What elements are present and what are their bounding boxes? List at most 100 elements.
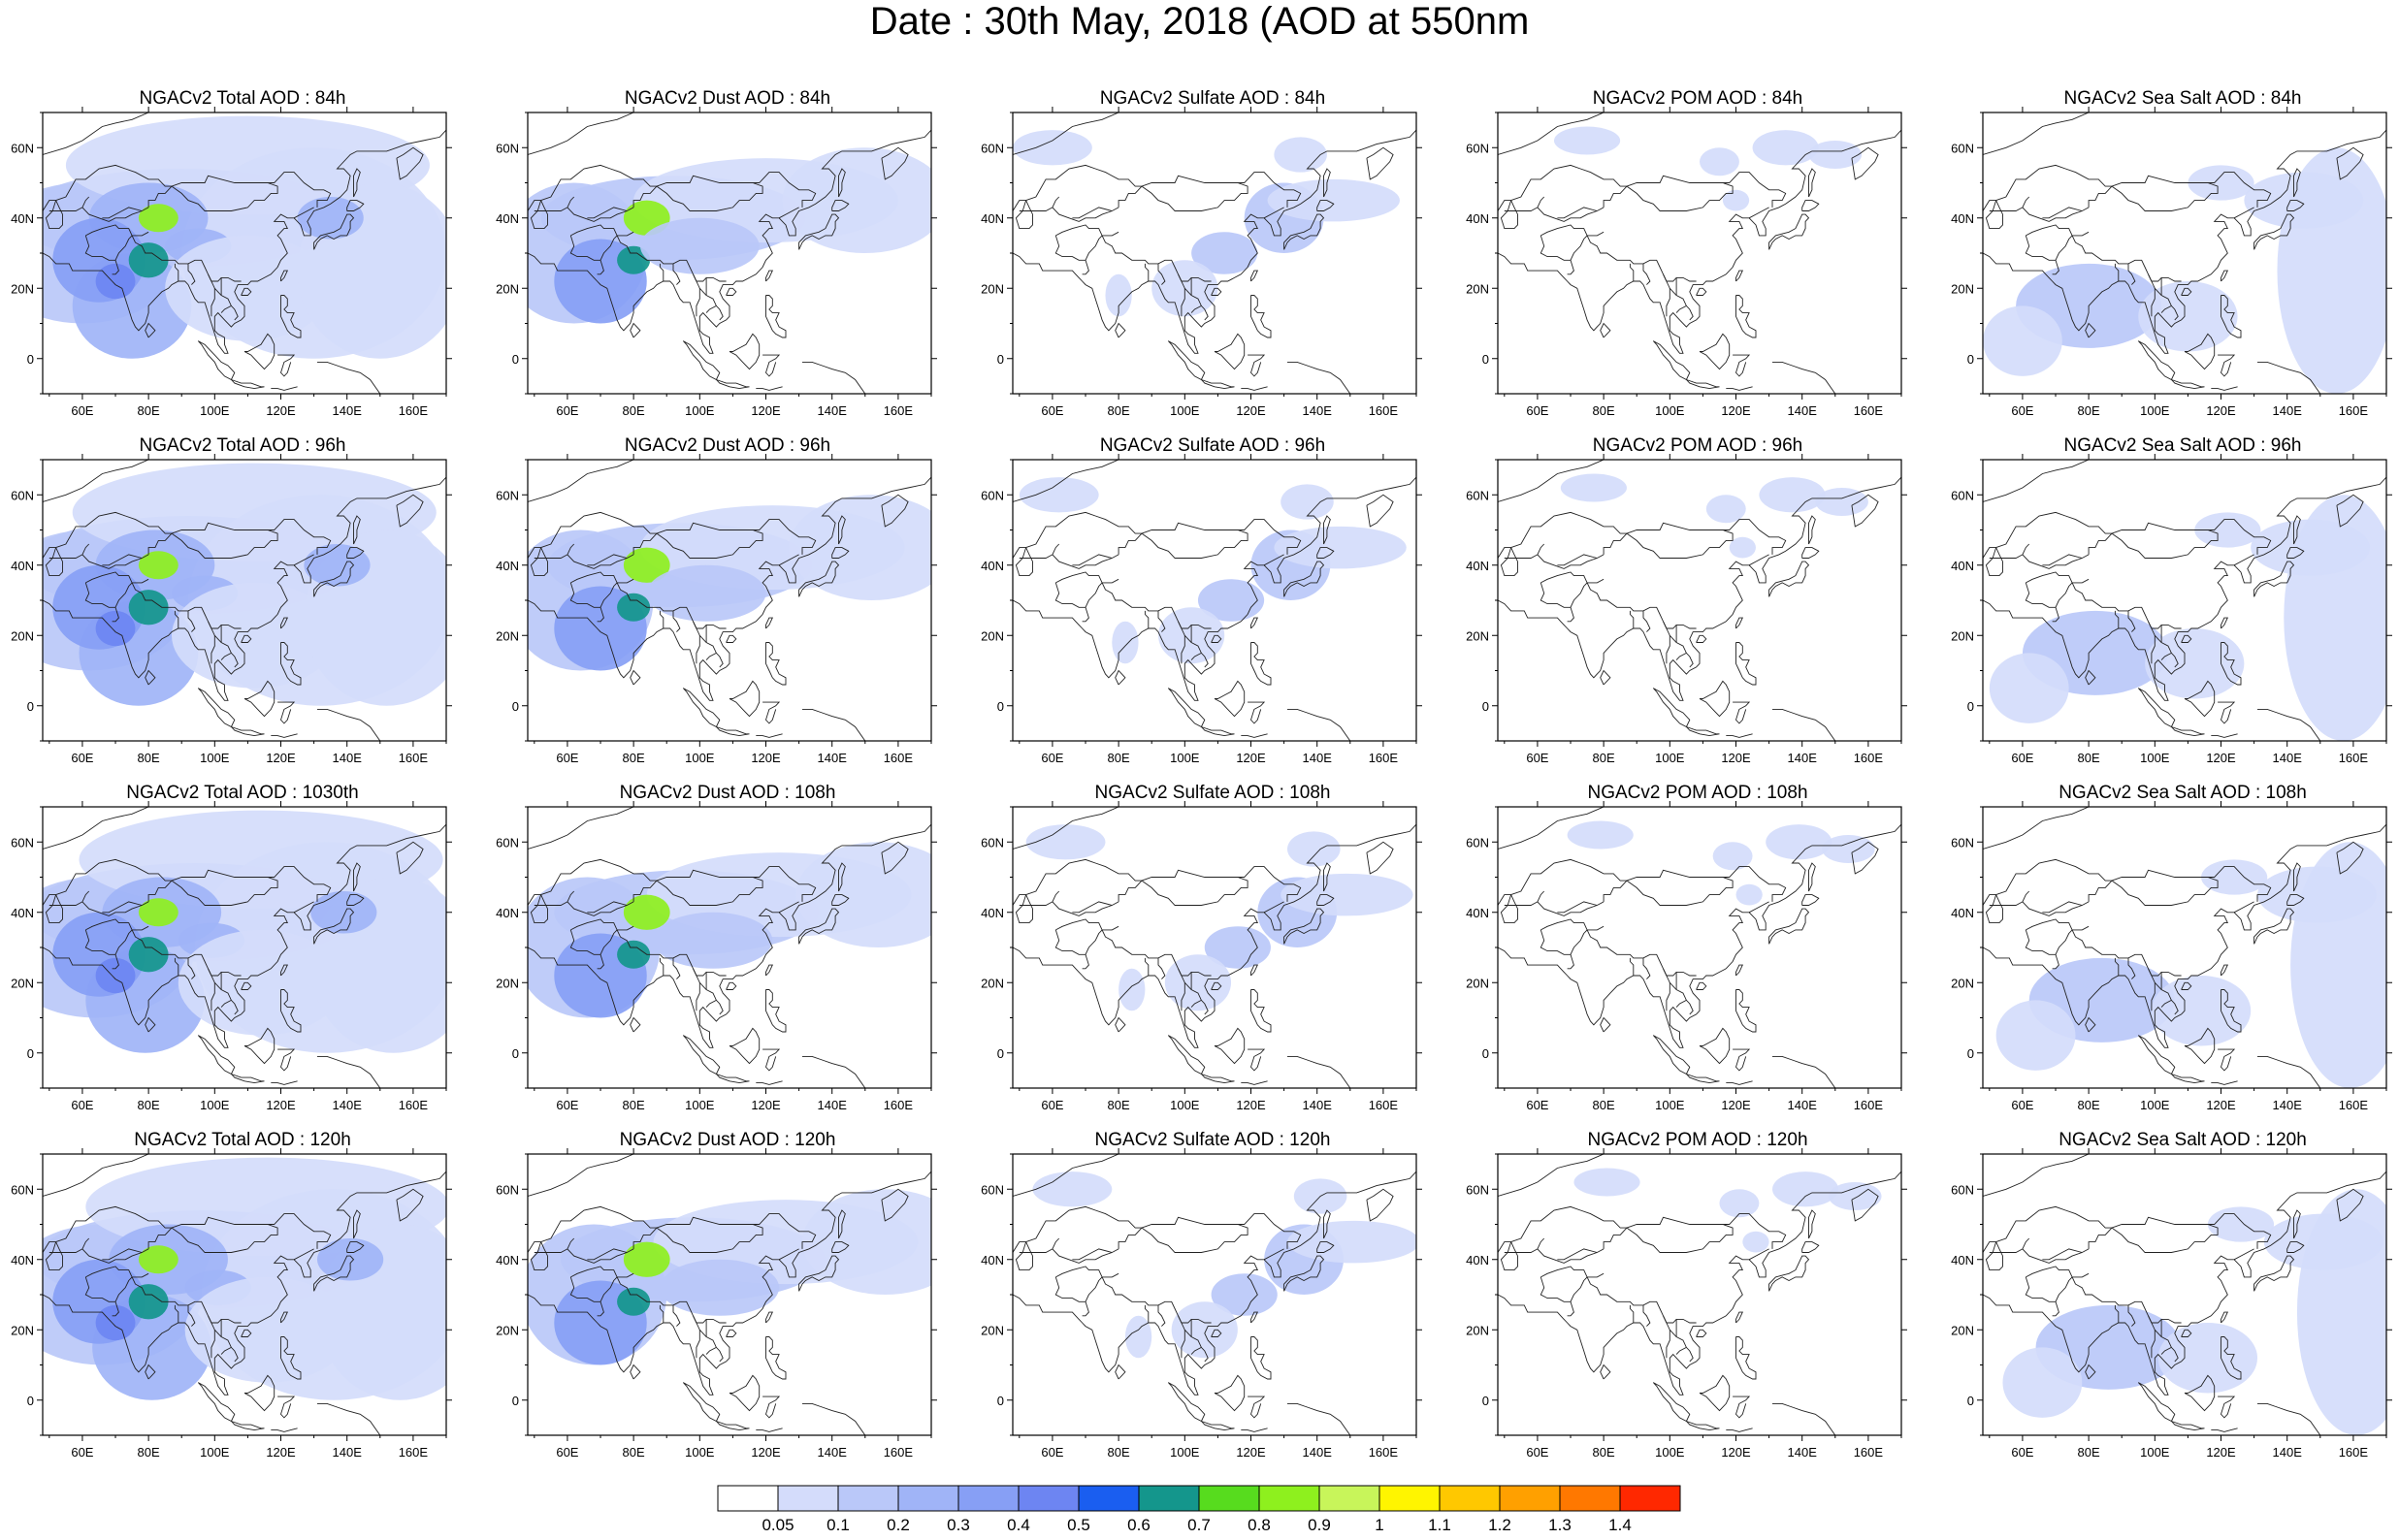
aod-contour: [802, 1189, 931, 1295]
lon-tick-label: 80E: [1593, 1445, 1615, 1460]
map-panel-sulfate: NGACv2 Sulfate AOD : 108h 60E 80E 100E 120E 1…: [970, 782, 1426, 1112]
lon-tick-label: 140E: [333, 1445, 363, 1460]
aod-contour: [1983, 305, 2062, 376]
aod-contour: [623, 547, 670, 583]
colorbar-label: 0.7: [1187, 1516, 1211, 1534]
map-plot: 60E 80E 100E 120E 140E 160E 60N 40N 20N 0: [11, 801, 452, 1112]
lat-tick-label: 0: [1967, 699, 1974, 714]
aod-contour: [2263, 1213, 2383, 1270]
lat-tick-label: 40N: [11, 559, 34, 573]
aod-contour: [1989, 653, 2069, 723]
lon-tick-label: 60E: [1526, 1098, 1548, 1112]
aod-contour: [1735, 883, 1763, 906]
lat-tick-label: 60N: [1466, 141, 1489, 155]
lon-tick-label: 160E: [2339, 1098, 2369, 1112]
lon-tick-label: 140E: [1788, 1098, 1818, 1112]
lon-tick-label: 100E: [200, 1445, 230, 1460]
lon-tick-label: 120E: [1721, 1098, 1751, 1112]
map-panel-dust: NGACv2 Dust AOD : 108h 60E 80E 100E 120E 140E…: [485, 782, 941, 1112]
aod-contour: [639, 217, 760, 274]
lon-tick-label: 160E: [399, 403, 429, 418]
aod-contour: [128, 242, 169, 278]
lat-tick-label: 40N: [1951, 211, 1974, 226]
aod-contour: [1281, 873, 1413, 916]
lon-tick-label: 80E: [623, 751, 645, 765]
lat-tick-label: 0: [1482, 1394, 1489, 1408]
lat-tick-label: 40N: [496, 906, 519, 920]
lat-tick-label: 40N: [496, 559, 519, 573]
map-panel-dust: NGACv2 Dust AOD : 96h 60E 80E 100E 120E 140E 1…: [485, 434, 941, 765]
aod-field: [1498, 807, 1901, 1088]
colorbar-swatch: [1138, 1485, 1200, 1512]
aod-contour: [1124, 1315, 1152, 1359]
aod-contour: [1287, 1220, 1416, 1264]
map-plot: 60E 80E 100E 120E 140E 160E 60N 40N 20N 0: [1466, 801, 1907, 1112]
colorbar-label: 0.6: [1127, 1516, 1151, 1534]
map-plot: 60E 80E 100E 120E 140E 160E 60N 40N 20N 0: [1951, 107, 2392, 418]
coastlines: [528, 460, 931, 741]
lat-tick-label: 20N: [1951, 976, 1974, 990]
lon-tick-label: 120E: [2206, 751, 2236, 765]
aod-field: [1498, 112, 1901, 394]
lat-tick-label: 0: [27, 1046, 34, 1061]
aod-contour: [1553, 126, 1621, 155]
colorbar-swatch: [1198, 1485, 1260, 1512]
lon-tick-label: 60E: [1526, 751, 1548, 765]
lon-tick-label: 120E: [2206, 1098, 2236, 1112]
lon-tick-label: 80E: [1108, 403, 1130, 418]
aod-contour: [2188, 165, 2254, 201]
aod-contour: [128, 1284, 169, 1320]
lat-tick-label: 0: [1967, 1046, 1974, 1061]
aod-field: [1983, 807, 2386, 1088]
colorbar-label: 0.4: [1007, 1516, 1030, 1534]
aod-contour: [1197, 579, 1265, 622]
aod-contour: [623, 894, 670, 930]
aod-colorbar: 0.05 0.1 0.2 0.3 0.4 0.5 0.6 0.7 0.8 0.9 1 1.1 1.2 1.…: [717, 1485, 1681, 1534]
lon-tick-label: 80E: [1108, 751, 1130, 765]
lon-tick-label: 140E: [333, 403, 363, 418]
colorbar-swatch: [1078, 1485, 1140, 1512]
aod-contour: [1828, 1182, 1882, 1210]
colorbar-swatch: [897, 1485, 959, 1512]
aod-contour: [1204, 926, 1271, 969]
aod-contour: [1019, 477, 1099, 513]
lon-tick-label: 80E: [2078, 403, 2100, 418]
lon-tick-label: 140E: [1788, 1445, 1818, 1460]
lat-tick-label: 40N: [1466, 559, 1489, 573]
panel-title: NGACv2 Sea Salt AOD : 96h: [2063, 435, 2302, 456]
aod-contour: [304, 544, 371, 587]
aod-contour: [1105, 273, 1132, 317]
lat-tick-label: 60N: [496, 141, 519, 155]
lat-tick-label: 20N: [1951, 1323, 1974, 1337]
lon-tick-label: 120E: [266, 751, 296, 765]
lat-tick-label: 60N: [981, 488, 1004, 502]
lon-tick-label: 60E: [2011, 751, 2033, 765]
lon-tick-label: 140E: [1303, 1098, 1333, 1112]
panel-title: NGACv2 Total AOD : 1030th: [126, 783, 359, 803]
lat-tick-label: 20N: [981, 628, 1004, 643]
lat-tick-label: 40N: [1466, 211, 1489, 226]
aod-contour: [138, 204, 178, 233]
lon-tick-label: 160E: [1854, 1098, 1884, 1112]
lon-tick-label: 60E: [556, 1445, 578, 1460]
aod-contour: [1822, 835, 1875, 863]
lon-tick-label: 60E: [1041, 751, 1063, 765]
colorbar-label: 0.8: [1248, 1516, 1271, 1534]
colorbar-swatch: [1619, 1485, 1681, 1512]
lat-tick-label: 20N: [1466, 976, 1489, 990]
aod-contour: [1712, 842, 1753, 871]
lon-tick-label: 80E: [138, 1445, 160, 1460]
lon-tick-label: 100E: [1170, 751, 1200, 765]
lat-tick-label: 0: [27, 1394, 34, 1408]
lat-tick-label: 60N: [1466, 1182, 1489, 1197]
map-panel-seasalt: NGACv2 Sea Salt AOD : 96h 60E 80E 100E 120E 1…: [1940, 434, 2396, 765]
aod-contour: [95, 263, 136, 300]
map-plot: 60E 80E 100E 120E 140E 160E 60N 40N 20N 0: [496, 801, 937, 1112]
lon-tick-label: 80E: [623, 1445, 645, 1460]
aod-contour: [2145, 628, 2245, 699]
coastlines: [1498, 807, 1901, 1088]
map-panel-total: NGACv2 Total AOD : 120h 60E 80E 100E 120E 140…: [0, 1129, 456, 1460]
lon-tick-label: 120E: [751, 751, 781, 765]
aod-contour: [617, 940, 651, 969]
aod-contour: [1752, 130, 1819, 166]
